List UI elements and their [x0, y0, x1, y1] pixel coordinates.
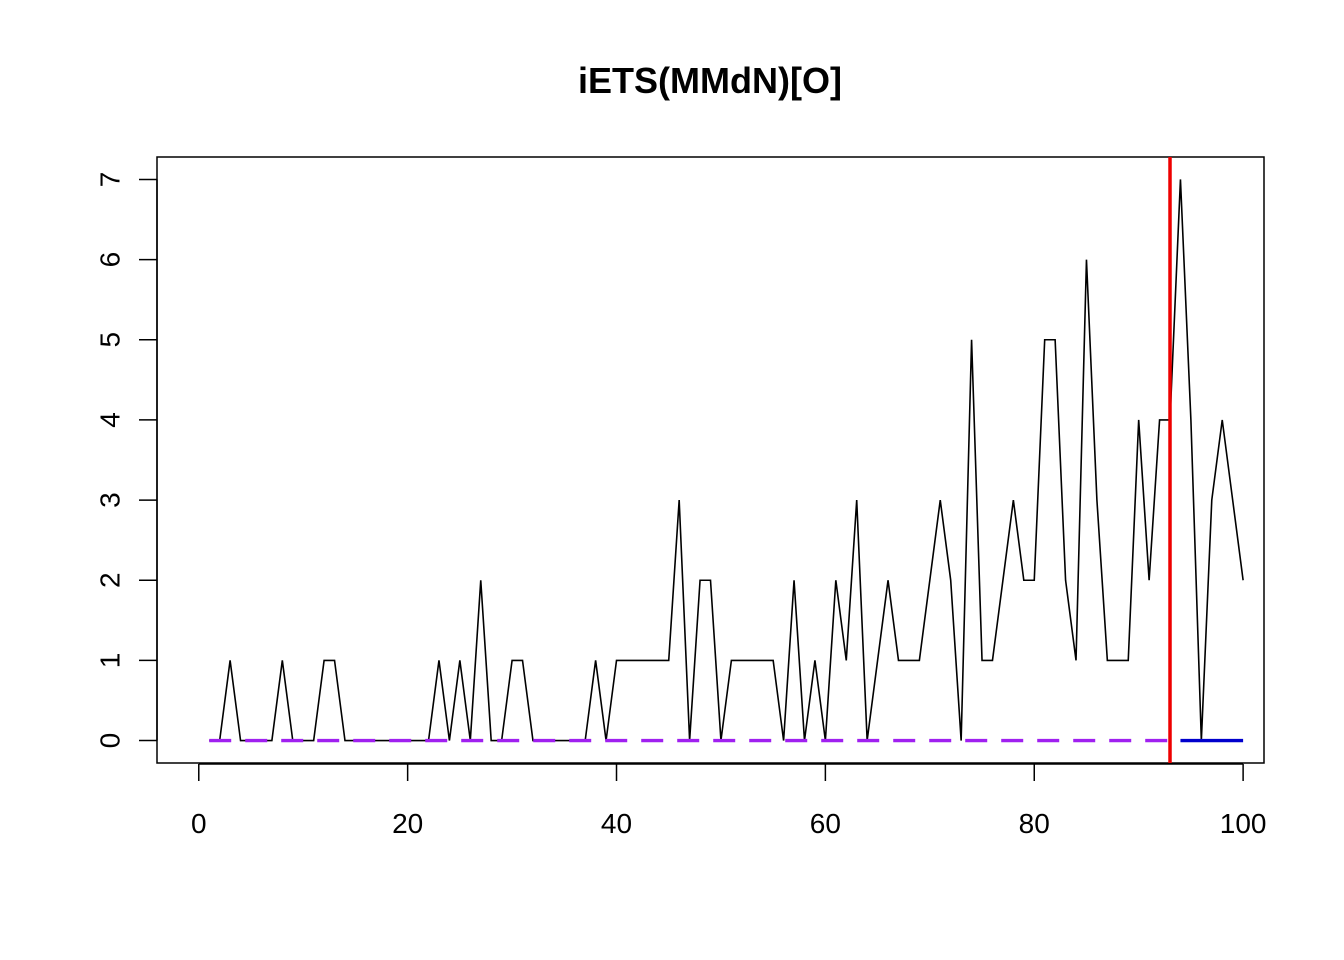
x-tick-label: 40: [601, 808, 632, 839]
y-tick-label: 5: [95, 332, 126, 348]
actuals-line: [209, 179, 1244, 742]
y-tick-label: 2: [95, 572, 126, 588]
x-tick-label: 0: [191, 808, 207, 839]
x-tick-label: 60: [810, 808, 841, 839]
x-tick-label: 100: [1220, 808, 1267, 839]
series-layer: [209, 157, 1244, 763]
y-tick-label: 3: [95, 492, 126, 508]
x-tick-label: 20: [392, 808, 423, 839]
chart-title: iETS(MMdN)[O]: [578, 60, 842, 101]
y-tick-label: 4: [95, 412, 126, 428]
x-axis: 0 20 40 60 80 100: [191, 763, 1267, 839]
y-tick-label: 1: [95, 653, 126, 669]
y-tick-label: 7: [95, 172, 126, 188]
y-axis: 0 1 2 3 4 5 6 7: [95, 172, 158, 749]
x-tick-label: 80: [1019, 808, 1050, 839]
y-tick-label: 0: [95, 733, 126, 749]
y-tick-label: 6: [95, 252, 126, 268]
